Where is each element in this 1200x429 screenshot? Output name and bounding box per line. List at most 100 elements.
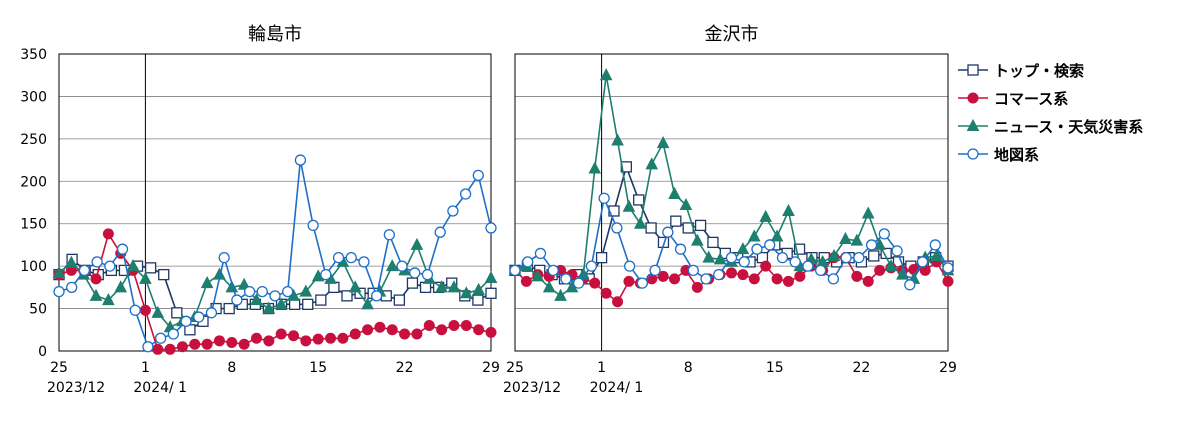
data-point xyxy=(840,252,852,264)
data-point xyxy=(126,259,140,272)
x-period-label: 2024/ 1 xyxy=(590,380,644,396)
data-point xyxy=(679,197,693,211)
chart-panel-2: 金沢市 25 1 8 15 22 29 2023/12 2024/ 1 xyxy=(503,24,957,396)
legend-marker xyxy=(966,118,980,131)
data-point xyxy=(531,269,545,282)
x-tick-label: 8 xyxy=(684,360,693,376)
legend-label: トップ・検索 xyxy=(994,62,1084,80)
data-point xyxy=(636,277,649,289)
data-point xyxy=(231,294,243,306)
data-point xyxy=(102,293,115,306)
data-point xyxy=(622,199,636,212)
data-point xyxy=(386,324,398,336)
data-point xyxy=(600,287,612,299)
data-point xyxy=(213,335,225,347)
data-point xyxy=(176,341,188,353)
data-point xyxy=(611,222,623,234)
data-point xyxy=(151,305,165,318)
data-point xyxy=(250,332,262,344)
data-point xyxy=(942,275,954,287)
data-point xyxy=(598,192,610,204)
data-point xyxy=(691,281,703,293)
data-point xyxy=(623,260,636,272)
data-point xyxy=(891,245,903,257)
x-tick-label: 29 xyxy=(939,360,957,376)
data-point xyxy=(522,256,534,268)
data-point xyxy=(129,304,141,316)
data-point xyxy=(78,264,91,277)
data-point xyxy=(634,216,647,229)
data-point xyxy=(406,277,419,289)
data-point xyxy=(542,280,556,293)
data-point xyxy=(612,296,624,308)
data-point xyxy=(436,324,448,336)
data-point xyxy=(396,260,408,272)
data-point xyxy=(588,161,602,174)
data-point xyxy=(52,265,66,278)
x-tick-label: 8 xyxy=(227,360,236,376)
data-point xyxy=(656,136,670,149)
data-point xyxy=(189,338,201,350)
data-point xyxy=(861,206,875,219)
data-point xyxy=(485,287,497,299)
data-point xyxy=(459,188,472,200)
data-point xyxy=(337,332,349,344)
series-4 xyxy=(53,154,497,353)
data-point xyxy=(142,341,154,353)
data-point xyxy=(409,267,421,279)
data-point xyxy=(299,284,313,297)
legend-marker xyxy=(967,148,979,160)
data-point xyxy=(205,307,218,319)
data-point xyxy=(154,332,167,344)
data-point xyxy=(802,260,814,272)
data-point xyxy=(250,293,263,306)
x-tick-label: 1 xyxy=(597,360,606,376)
data-point xyxy=(332,252,345,264)
data-point xyxy=(262,301,276,314)
data-point xyxy=(670,215,682,227)
data-point xyxy=(362,324,374,336)
data-point xyxy=(201,338,213,350)
data-point xyxy=(851,270,863,282)
data-point xyxy=(361,297,374,310)
y-tick-label: 100 xyxy=(20,259,47,275)
data-point xyxy=(865,239,878,251)
x-tick-label: 15 xyxy=(766,360,784,376)
legend-marker xyxy=(967,64,979,76)
data-point xyxy=(460,320,472,332)
data-point xyxy=(104,260,116,272)
data-point xyxy=(302,298,314,310)
x-tick-label: 22 xyxy=(852,360,870,376)
data-point xyxy=(144,262,157,274)
data-point xyxy=(383,229,396,241)
data-point xyxy=(599,68,613,81)
y-tick-label: 50 xyxy=(29,302,47,318)
data-point xyxy=(139,271,152,284)
data-point xyxy=(595,252,608,264)
data-point xyxy=(421,268,434,281)
data-point xyxy=(850,233,864,246)
data-point xyxy=(585,260,598,272)
x-period-label: 2023/12 xyxy=(503,380,561,396)
data-point xyxy=(793,243,806,255)
data-point xyxy=(878,228,890,240)
data-point xyxy=(611,133,624,146)
data-point xyxy=(374,321,386,333)
data-point xyxy=(736,242,750,255)
data-point xyxy=(725,252,738,264)
data-point xyxy=(300,335,312,347)
data-point xyxy=(448,320,460,332)
data-point xyxy=(167,328,180,340)
data-point xyxy=(282,285,294,298)
data-point xyxy=(223,302,235,315)
data-point xyxy=(770,229,784,242)
data-point xyxy=(573,277,585,289)
data-point xyxy=(315,294,327,306)
data-point xyxy=(200,276,214,289)
data-point xyxy=(713,252,727,265)
data-point xyxy=(53,285,65,298)
data-point xyxy=(916,256,929,268)
data-point xyxy=(748,273,760,285)
data-point xyxy=(645,157,659,170)
